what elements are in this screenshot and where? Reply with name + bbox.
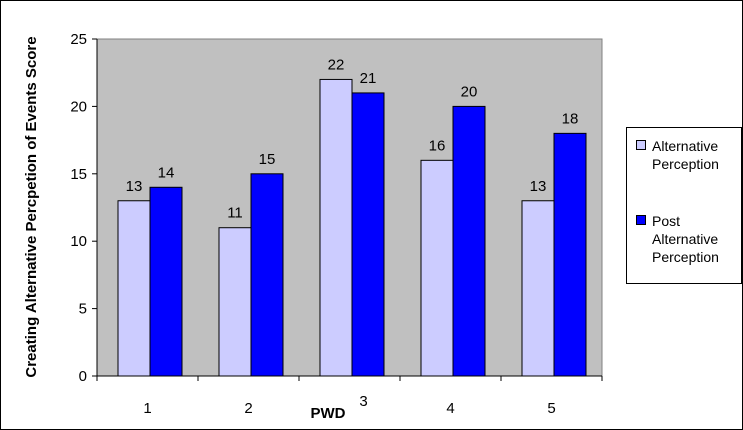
bar-alternative-perception-1 xyxy=(117,200,151,377)
bar-post-alternative-perception-3 xyxy=(351,92,385,377)
y-tick-label: 20 xyxy=(70,98,87,115)
data-labels: 13 14 11 15 22 21 16 20 13 18 xyxy=(126,56,579,221)
y-tick-label: 5 xyxy=(79,301,87,318)
legend-swatch-post-alternative-perception xyxy=(636,215,646,225)
legend-label: Alternative Perception xyxy=(652,138,719,172)
y-axis: 0 5 10 15 20 25 xyxy=(70,31,98,385)
data-label: 11 xyxy=(227,205,243,222)
data-label: 13 xyxy=(530,178,547,195)
data-label: 15 xyxy=(259,151,276,168)
x-tick-label: 3 xyxy=(359,393,367,410)
x-tick-label: 5 xyxy=(547,400,555,417)
legend-swatch-alternative-perception xyxy=(636,140,646,150)
bar-post-alternative-perception-2 xyxy=(250,173,284,377)
data-label: 14 xyxy=(158,164,175,181)
x-tick-label: 4 xyxy=(446,400,454,417)
data-label: 20 xyxy=(461,83,478,100)
data-label: 21 xyxy=(360,70,377,87)
bar-alternative-perception-4 xyxy=(420,159,454,377)
data-label: 22 xyxy=(328,56,345,73)
bar-alternative-perception-5 xyxy=(521,200,555,377)
y-tick-label: 25 xyxy=(70,31,87,48)
data-label: 13 xyxy=(126,178,143,195)
x-axis: 1 2 3 4 5 xyxy=(96,375,603,417)
bars xyxy=(117,78,587,377)
legend-label: Post Alternative Perception xyxy=(652,213,719,265)
x-axis-title: PWD xyxy=(311,405,346,422)
y-tick-label: 10 xyxy=(70,233,87,250)
data-label: 16 xyxy=(429,137,446,154)
y-tick-label: 0 xyxy=(79,368,87,385)
y-axis-title: Creating Alternative Percpetion of Event… xyxy=(23,36,40,377)
data-label: 18 xyxy=(562,110,579,127)
bar-alternative-perception-2 xyxy=(218,227,252,377)
legend: Alternative Perception Post Alternative … xyxy=(626,127,742,284)
x-tick-label: 2 xyxy=(244,400,252,417)
bar-alternative-perception-3 xyxy=(319,78,353,377)
bar-post-alternative-perception-1 xyxy=(149,186,183,377)
y-tick-label: 15 xyxy=(70,166,87,183)
x-tick-label: 1 xyxy=(143,400,151,417)
bar-post-alternative-perception-5 xyxy=(553,132,587,377)
bar-post-alternative-perception-4 xyxy=(452,105,486,377)
